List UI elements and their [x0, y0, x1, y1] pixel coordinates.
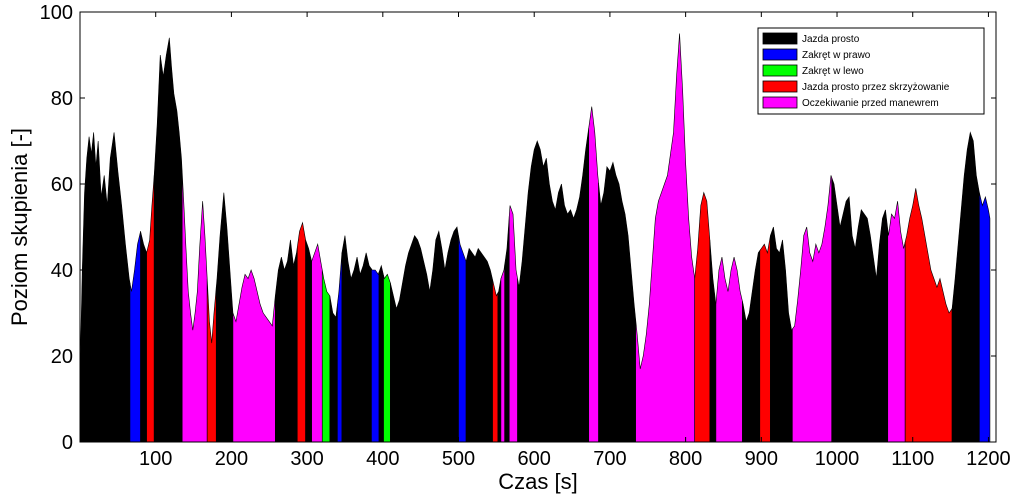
- x-tick-label: 1100: [891, 448, 934, 470]
- legend-swatch-jazda-prosto-przez-skrzyzowanie: [762, 80, 798, 93]
- segment-oczekiwanie-przed-manewrem: [508, 205, 518, 443]
- segment-jazda-prosto-przez-skrzyzowanie: [206, 278, 217, 443]
- segment-jazda-prosto: [305, 239, 312, 443]
- segment-jazda-prosto-przez-skrzyzowanie: [492, 279, 499, 443]
- segment-jazda-prosto: [341, 235, 372, 443]
- y-tick-label: 0: [62, 432, 73, 454]
- legend-swatch-zakret-w-prawo: [762, 48, 798, 61]
- segment-oczekiwanie-przed-manewrem: [232, 269, 276, 443]
- x-tick-label: 200: [215, 448, 248, 470]
- legend-label-jazda-prosto: Jazda prosto: [802, 34, 860, 45]
- x-tick-label: 1200: [966, 448, 1011, 470]
- x-tick-label: 400: [366, 448, 399, 470]
- segment-zakret-w-lewo: [321, 269, 331, 443]
- segment-jazda-prosto: [390, 226, 459, 443]
- segment-jazda-prosto: [742, 249, 761, 443]
- segment-oczekiwanie-przed-manewrem: [715, 257, 743, 443]
- segment-oczekiwanie-przed-manewrem: [887, 201, 906, 443]
- y-tick-label: 40: [51, 260, 73, 282]
- segment-jazda-prosto-przez-skrzyzowanie: [904, 188, 953, 443]
- legend-swatch-zakret-w-lewo: [762, 64, 798, 77]
- y-axis-title: Poziom skupienia [-]: [7, 128, 32, 326]
- segment-oczekiwanie-przed-manewrem: [181, 172, 208, 443]
- area-segments: [79, 33, 991, 443]
- legend-label-jazda-prosto-przez-skrzyzowanie: Jazda prosto przez skrzyżowanie: [802, 82, 950, 93]
- segment-jazda-prosto: [465, 247, 493, 443]
- segment-jazda-prosto: [517, 128, 590, 443]
- x-tick-label: 1000: [815, 448, 860, 470]
- segment-jazda-prosto: [140, 231, 147, 443]
- legend-swatch-oczekiwanie-przed-manewrem: [762, 96, 798, 109]
- segment-jazda-prosto: [79, 132, 131, 443]
- segment-jazda-prosto: [504, 216, 510, 443]
- segment-jazda-prosto-przez-skrzyzowanie: [694, 191, 711, 443]
- x-tick-label: 500: [442, 448, 475, 470]
- plot-frame: [79, 11, 997, 443]
- segment-oczekiwanie-przed-manewrem: [792, 175, 833, 443]
- segment-oczekiwanie-przed-manewrem: [500, 264, 505, 443]
- segment-jazda-prosto: [329, 295, 338, 443]
- segment-jazda-prosto-przez-skrzyzowanie: [759, 235, 771, 443]
- legend-swatch-jazda-prosto: [762, 32, 798, 45]
- y-tick-label: 100: [40, 2, 73, 24]
- axis-ticks: 100 200 300 400 500 600 700 800 900 1000 1100 1200 0…: [40, 2, 1011, 470]
- segment-jazda-prosto: [215, 192, 234, 443]
- segment-jazda-prosto: [153, 37, 183, 443]
- segment-jazda-prosto: [709, 239, 717, 443]
- segment-jazda-prosto-przez-skrzyzowanie: [296, 221, 306, 443]
- segment-jazda-prosto: [378, 264, 384, 443]
- segment-jazda-prosto-przez-skrzyzowanie: [146, 175, 155, 443]
- x-tick-label: 100: [139, 448, 172, 470]
- segment-zakret-w-prawo: [337, 252, 343, 443]
- segment-zakret-w-lewo: [383, 273, 391, 443]
- y-tick-label: 80: [51, 88, 73, 110]
- segment-zakret-w-prawo: [979, 192, 991, 443]
- x-tick-label: 300: [290, 448, 323, 470]
- legend: Jazda prosto Zakręt w prawo Zakręt w lewo J…: [757, 27, 985, 115]
- legend-label-zakret-w-prawo: Zakręt w prawo: [802, 50, 871, 61]
- x-tick-label: 900: [745, 448, 778, 470]
- segment-zakret-w-prawo: [371, 267, 380, 443]
- legend-label-oczekiwanie-przed-manewrem: Oczekiwanie przed manewrem: [802, 98, 939, 109]
- segment-zakret-w-prawo: [129, 231, 141, 443]
- segment-oczekiwanie-przed-manewrem: [311, 243, 323, 443]
- legend-label-zakret-w-lewo: Zakręt w lewo: [802, 66, 864, 77]
- segment-jazda-prosto: [497, 278, 502, 443]
- x-tick-label: 800: [669, 448, 702, 470]
- segment-jazda-prosto: [598, 161, 636, 443]
- x-tick-label: 700: [593, 448, 626, 470]
- y-tick-label: 20: [51, 346, 73, 368]
- segment-zakret-w-prawo: [458, 235, 467, 443]
- x-axis-title: Czas [s]: [498, 469, 577, 494]
- segment-jazda-prosto: [770, 226, 793, 443]
- segment-oczekiwanie-przed-manewrem: [635, 33, 695, 443]
- segment-jazda-prosto: [831, 177, 889, 443]
- segment-oczekiwanie-przed-manewrem: [588, 106, 599, 443]
- x-tick-label: 600: [518, 448, 551, 470]
- segment-jazda-prosto: [951, 131, 980, 443]
- y-tick-label: 60: [51, 174, 73, 196]
- segment-jazda-prosto: [275, 239, 298, 443]
